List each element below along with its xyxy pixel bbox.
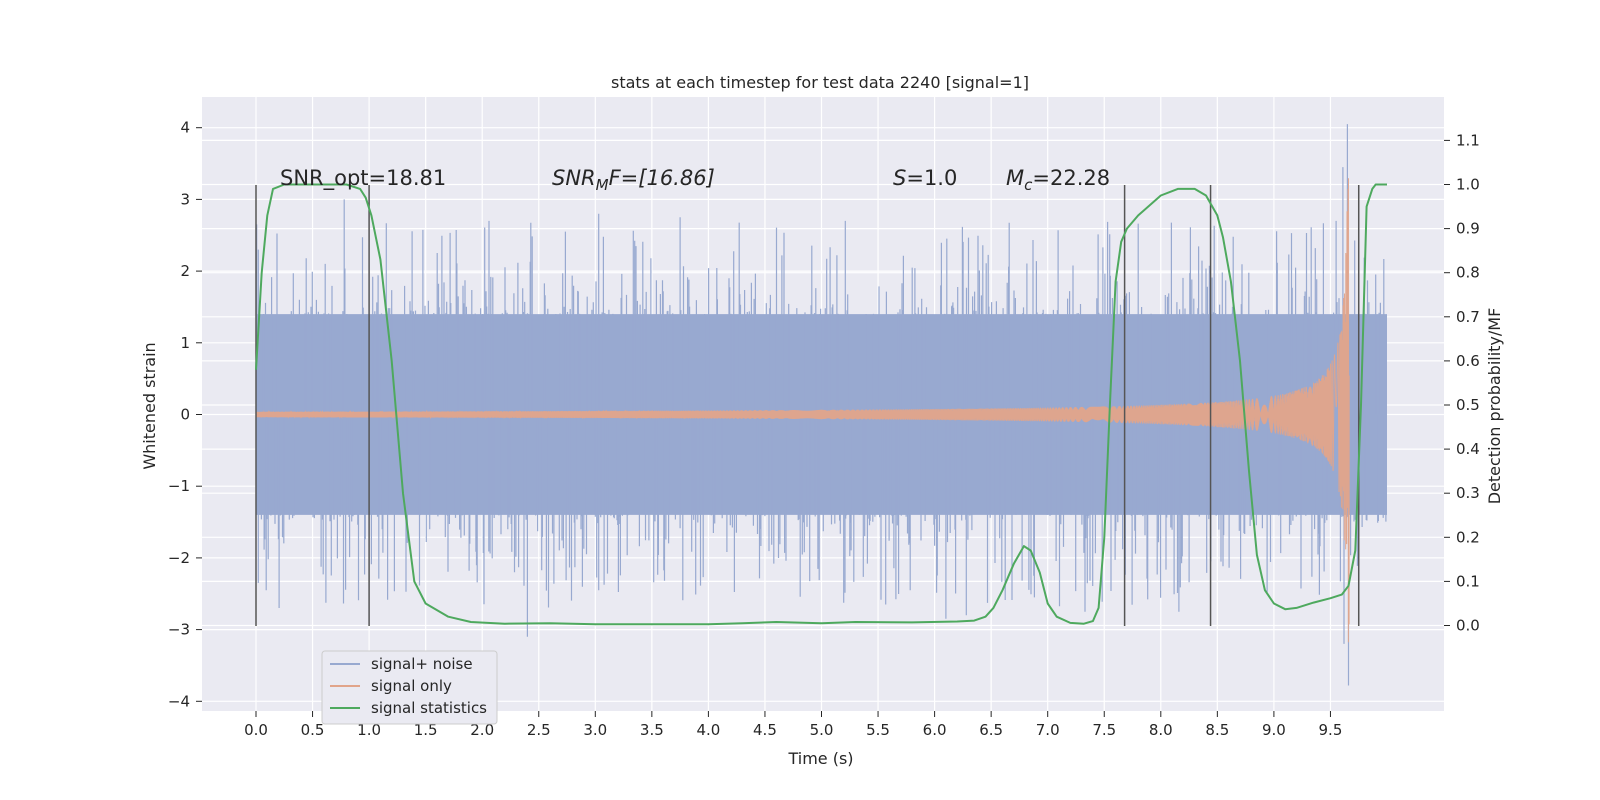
ticks: 0.0 0.5 1.0 1.5 2.0 2.5 3.0 3.5 4.0 4.5 5.0 5.5 6.0 6… [168, 119, 1480, 739]
annotation-s-label: S [893, 166, 906, 190]
chart-title: stats at each timestep for test data 224… [611, 73, 1029, 92]
y-right-tick-label: 0.6 [1456, 352, 1480, 370]
x-tick-label: 5.5 [866, 721, 890, 739]
legend-label-signal-noise: signal+ noise [371, 655, 473, 673]
y-tick-label: −3 [168, 621, 190, 639]
x-tick-label: 1.0 [357, 721, 381, 739]
y-axis-label: Whitened strain [140, 342, 159, 469]
x-tick-label: 1.5 [414, 721, 438, 739]
legend-label-signal-only: signal only [371, 677, 452, 695]
annotation-snr-mf-rest: F=[16.86] [609, 166, 715, 190]
y-right-tick-label: 1.0 [1456, 176, 1480, 194]
x-tick-label: 6.0 [923, 721, 947, 739]
x-tick-label: 2.0 [470, 721, 494, 739]
y-right-tick-label: 0.5 [1456, 396, 1480, 414]
x-tick-label: 8.0 [1149, 721, 1173, 739]
y-right-tick-label: 0.3 [1456, 484, 1480, 502]
annotation-mc-rest: =22.28 [1032, 166, 1110, 190]
chirp-line [255, 178, 1350, 643]
y-tick-label: −2 [168, 549, 190, 567]
y-right-tick-label: 0.2 [1456, 528, 1480, 546]
x-tick-label: 5.0 [810, 721, 834, 739]
legend: signal+ noise signal only signal statist… [321, 650, 498, 725]
y-tick-label: −4 [168, 692, 190, 710]
x-axis-label: Time (s) [787, 749, 853, 768]
annotation-mc-sub: c [1024, 176, 1033, 194]
y-right-tick-label: 0.0 [1456, 617, 1480, 635]
y-right-tick-label: 0.8 [1456, 264, 1480, 282]
x-tick-label: 9.5 [1319, 721, 1343, 739]
x-tick-label: 9.0 [1262, 721, 1286, 739]
x-tick-label: 8.5 [1205, 721, 1229, 739]
y-tick-label: 0 [180, 406, 190, 424]
annotation-s-rest: =1.0 [906, 166, 957, 190]
annotation-snr-mf-label: SNR [552, 166, 596, 190]
series-signal-statistics [255, 183, 1387, 626]
x-tick-label: 0.5 [301, 721, 325, 739]
annotation-mc-label: M [1006, 166, 1024, 190]
y-right-tick-label: 0.4 [1456, 440, 1480, 458]
x-tick-label: 3.5 [640, 721, 664, 739]
x-tick-label: 7.0 [1036, 721, 1060, 739]
y-right-tick-label: 0.1 [1456, 572, 1480, 590]
annotation-snr-mf-sub: M [596, 176, 609, 194]
annotation-mc: Mc=22.28 [1006, 166, 1110, 194]
y-tick-label: 3 [180, 190, 190, 208]
x-tick-label: 4.0 [696, 721, 720, 739]
x-tick-label: 4.5 [753, 721, 777, 739]
series-signal-only [255, 178, 1350, 643]
y-tick-label: −1 [168, 477, 190, 495]
y-right-tick-label: 0.9 [1456, 220, 1480, 238]
annotation-snr-opt: SNR_opt=18.81 [280, 166, 446, 191]
vertical-markers [255, 185, 1360, 627]
x-tick-label: 0.0 [244, 721, 268, 739]
x-tick-label: 7.5 [1092, 721, 1116, 739]
x-tick-label: 3.0 [583, 721, 607, 739]
y-tick-label: 4 [180, 119, 190, 137]
y-tick-label: 1 [180, 334, 190, 352]
y-axis-right-label: Detection probability/MF [1485, 308, 1504, 505]
y-right-tick-label: 1.1 [1456, 131, 1480, 149]
x-tick-label: 2.5 [527, 721, 551, 739]
annotation-s: S=1.0 [893, 166, 957, 190]
annotation-snr-mf: SNRMF=[16.86] [552, 166, 715, 194]
statistics-line [255, 183, 1387, 626]
legend-box [321, 650, 498, 725]
y-right-tick-label: 0.7 [1456, 308, 1480, 326]
legend-label-signal-statistics: signal statistics [371, 699, 487, 717]
y-tick-label: 2 [180, 262, 190, 280]
x-tick-label: 6.5 [979, 721, 1003, 739]
